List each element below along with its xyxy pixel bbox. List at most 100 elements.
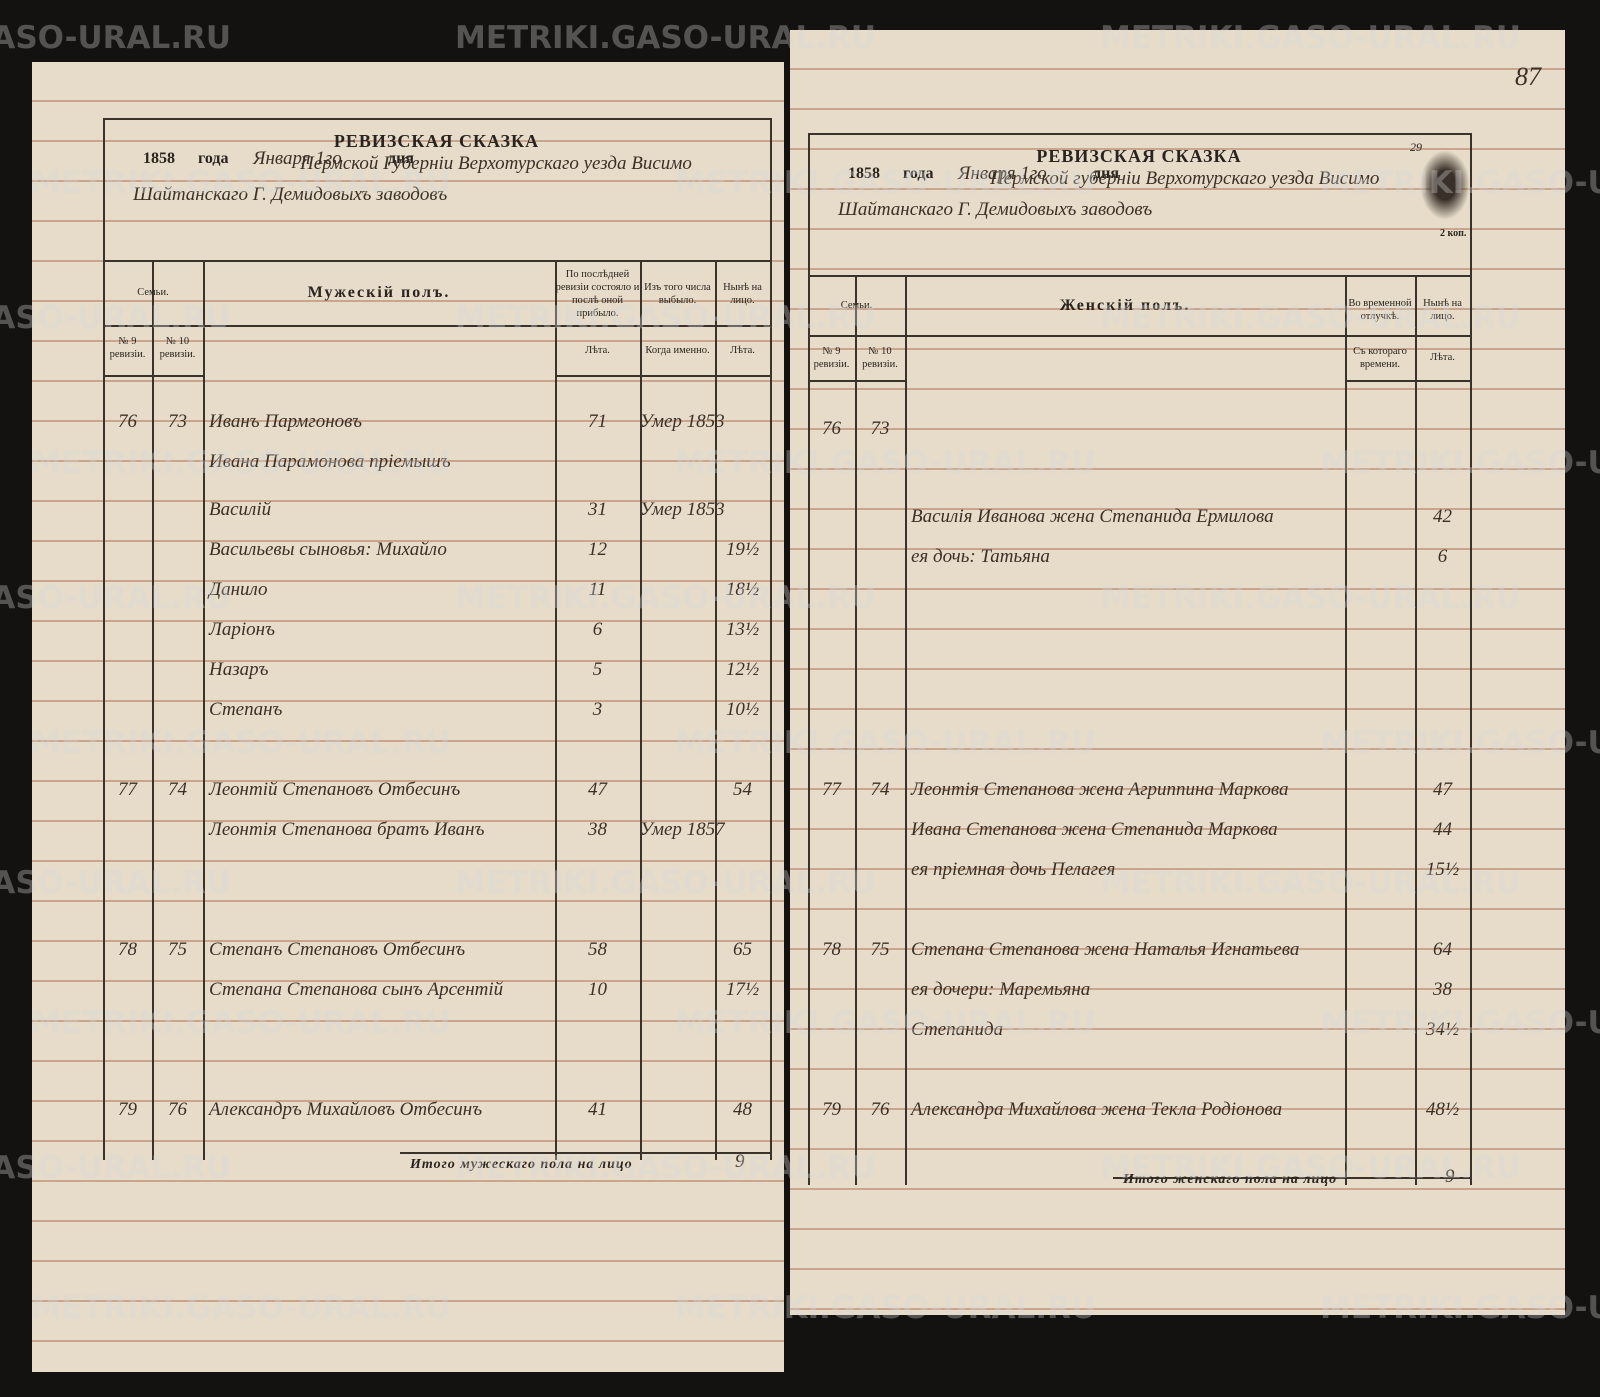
cell-name: Ивана Парамонова пріемышъ [209,451,451,472]
rule-line [152,325,154,1160]
cell-name: ея дочь: Татьяна [911,546,1050,567]
cell-now: 47 [1433,779,1452,800]
stamp-emblem [1420,150,1470,220]
cell-r9: 77 [822,779,841,800]
cell-r10: 76 [870,1099,890,1120]
place: Пермской губерніи Верхотурскаго уезда Ви… [838,168,1380,220]
rule-line [808,133,1470,135]
column-header: Нынѣ на лицо. [723,281,762,306]
date: Января 1го [958,163,1047,184]
cell-name: Александръ Михайловъ Отбесинъ [209,1099,483,1120]
column-header: Лѣта. [730,344,755,356]
rule-line [770,118,772,1160]
cell-name: Степанъ Степановъ Отбесинъ [209,939,466,960]
year-word: года [198,150,229,167]
cell-r10: 76 [168,1099,187,1120]
cell-when: Умер 1853 [640,411,725,432]
cell-r10: 74 [870,779,890,800]
cell-age: 11 [588,579,607,600]
cell-age: 10 [588,979,607,1000]
cell-name: Степанида [911,1019,1004,1040]
cell-r9: 76 [822,418,841,439]
column-header: Семьи. [840,299,873,311]
cell-r10: 74 [168,779,187,800]
column-header: № 9 ревизіи. [109,336,146,360]
cell-age: 5 [592,659,603,680]
cell-r10: 75 [870,939,890,960]
cell-name: Степана Степанова жена Наталья Игнатьева [911,939,1300,960]
rule-line [103,260,770,262]
watermark: METRIKI.GASO-URAL.RU [0,20,232,56]
rule-line [640,260,642,1160]
total: 9 [735,1151,745,1172]
cell-r10: 73 [870,418,890,439]
cell-r9: 78 [822,939,841,960]
cell-r9: 76 [118,411,137,432]
rule-line [103,118,770,120]
cell-age: 6 [592,619,603,640]
column-header: № 10 ревизіи. [159,336,196,360]
rule-line [1345,275,1347,1185]
cell-age: 3 [592,699,603,720]
rule-line [1470,133,1472,1185]
cell-age: 58 [588,939,607,960]
rule-line [400,1152,770,1154]
left-sheet [32,62,784,1372]
place: Пермской Губерніи Верхотурскаго уезда Ви… [133,153,692,205]
total: 9 [1445,1166,1455,1187]
column-header: Когда именно. [645,344,710,356]
rule-line [1415,275,1417,1185]
cell-name: Александра Михайлова жена Текла Родіонов… [911,1099,1283,1120]
cell-now: 6 [1437,546,1448,567]
cell-age: 47 [588,779,607,800]
cell-now: 48 [733,1099,752,1120]
title: РЕВИЗСКАЯ СКАЗКА [333,131,540,151]
year-word: года [903,165,934,182]
right-sheet [790,30,1565,1315]
cell-now: 65 [733,939,752,960]
cell-name: Данило [209,579,268,600]
cell-r10: 73 [168,411,187,432]
column-header: Мужескій полъ. [307,284,451,301]
cell-name: Ларіонъ [209,619,275,640]
rule-line [1415,380,1470,382]
rule-line [103,325,770,327]
cell-now: 15½ [1425,859,1460,880]
column-header: Съ котораго времени. [1353,345,1407,370]
year: 1858 [848,165,880,182]
cell-name: Василія Иванова жена Степанида Ермилова [911,506,1274,527]
rule-line [715,375,770,377]
cell-name: ея пріемная дочь Пелагея [911,859,1116,880]
date: Января 1го [253,148,342,169]
cell-now: 38 [1433,979,1452,1000]
sheet-number: 29 [1410,140,1422,154]
cell-name: Леонтія Степанова братъ Иванъ [209,819,485,840]
rule-line [555,260,557,1160]
year: 1858 [143,150,175,167]
cell-age: 12 [588,539,607,560]
cell-now: 64 [1433,939,1452,960]
rule-line [808,133,810,1185]
column-header: Женскій полъ. [1059,296,1191,314]
cell-r9: 78 [118,939,137,960]
column-header: Лѣта. [1430,352,1455,363]
cell-now: 34½ [1425,1019,1460,1040]
cell-now: 44 [1433,819,1452,840]
cell-name: Степанъ [209,699,283,720]
cell-now: 17½ [725,979,760,1000]
rule-line [1113,1177,1470,1179]
day-word: дня [1093,165,1119,182]
cell-name: Назаръ [209,659,269,680]
cell-name: Леонтій Степановъ Отбесинъ [209,779,461,800]
rule-line [808,335,1470,337]
cell-when: Умер 1857 [640,819,725,840]
rule-line [555,375,640,377]
column-header: Во временной отлучкѣ. [1348,298,1412,322]
cell-age: 38 [588,819,607,840]
cell-name: ея дочери: Маремьяна [911,979,1091,1000]
rule-line [808,380,905,382]
rule-line [715,260,717,1160]
rule-line [1345,380,1415,382]
column-header: По послѣдней ревизіи состояло и послѣ он… [555,268,640,319]
